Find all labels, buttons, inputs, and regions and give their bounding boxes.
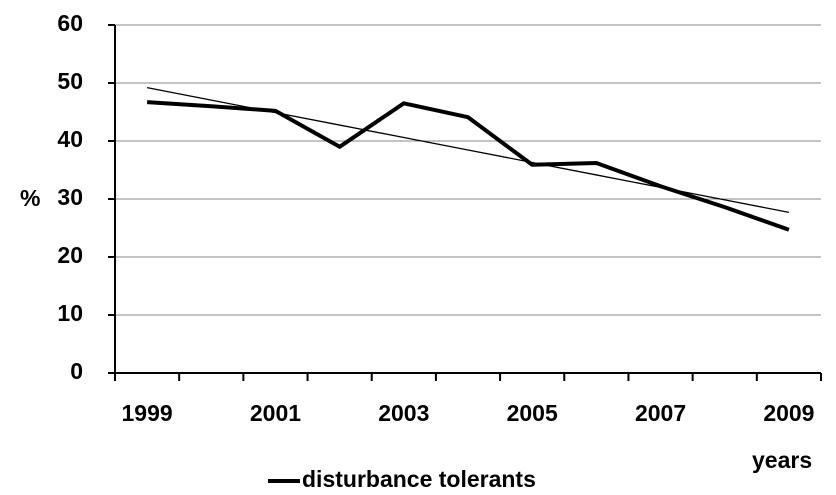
y-tick-label: 20	[57, 242, 83, 268]
y-tick-label: 60	[57, 10, 83, 36]
legend-label: disturbance tolerants	[302, 466, 536, 492]
x-tick-label: 2001	[250, 400, 301, 426]
x-tick-label: 2005	[507, 400, 558, 426]
trend-line	[146, 87, 790, 213]
y-axis-label: %	[20, 185, 40, 211]
x-axis-label: years	[752, 447, 812, 473]
data-line	[146, 100, 790, 232]
y-tick-label: 50	[57, 68, 83, 94]
x-tick-label: 2009	[763, 400, 814, 426]
x-tick-label: 2007	[635, 400, 686, 426]
x-tick-label: 2003	[378, 400, 429, 426]
y-tick-label: 0	[70, 358, 83, 384]
y-tick-label: 40	[57, 126, 83, 152]
x-tick-label: 1999	[122, 400, 173, 426]
y-tick-label: 30	[57, 184, 83, 210]
y-tick-label: 10	[57, 300, 83, 326]
